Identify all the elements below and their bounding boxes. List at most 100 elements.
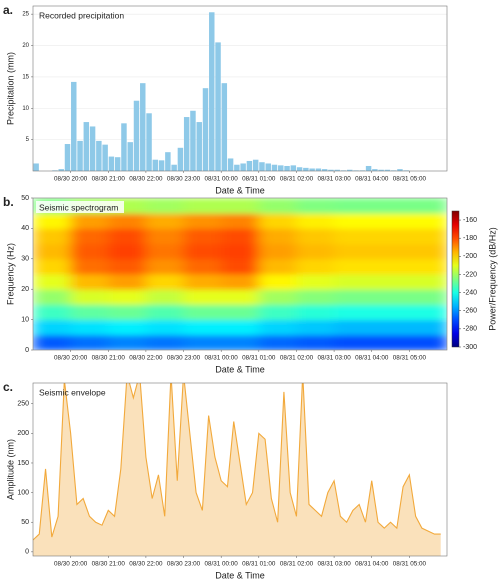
colorbar-tick-label: -240	[463, 289, 477, 296]
y-tick-label: 150	[17, 460, 29, 467]
x-tick-label: 08/31 00:00	[205, 355, 239, 362]
bar	[284, 165, 290, 171]
heat-cell	[108, 213, 147, 229]
heat-cell	[258, 213, 297, 229]
heat-cell	[409, 243, 447, 260]
x-axis-label: Date & Time	[215, 185, 265, 195]
heat-cell	[221, 213, 260, 229]
colorbar-tick-label: -280	[463, 326, 477, 333]
heat-cell	[296, 228, 335, 245]
bar	[133, 100, 140, 171]
bar	[58, 169, 64, 171]
x-tick-label: 08/30 23:00	[167, 355, 201, 362]
heat-cell	[409, 274, 447, 290]
bar	[378, 169, 384, 171]
heat-cell	[296, 213, 335, 229]
bar	[127, 142, 133, 171]
heat-cell	[108, 319, 147, 336]
bar	[384, 169, 391, 171]
heat-cell	[183, 258, 222, 275]
heat-cell	[409, 228, 447, 245]
bar	[234, 164, 240, 171]
x-tick-label: 08/31 03:00	[317, 561, 351, 568]
bar	[259, 162, 265, 171]
heat-cell	[371, 198, 410, 214]
heat-cell	[258, 258, 297, 275]
heat-cell	[33, 289, 72, 305]
bar	[328, 169, 334, 171]
heat-cell	[33, 228, 72, 245]
panel-title: Recorded precipitation	[39, 10, 124, 20]
panel-label: a.	[3, 3, 13, 17]
x-tick-label: 08/30 22:00	[129, 561, 163, 568]
x-axis-label: Date & Time	[215, 364, 265, 374]
heat-cell	[221, 243, 260, 260]
bar	[359, 170, 366, 171]
heat-cell	[108, 289, 147, 305]
heat-cell	[33, 319, 72, 336]
heat-cell	[70, 274, 109, 290]
panel-title: Seismic spectrogram	[39, 202, 118, 212]
bar	[227, 158, 234, 171]
bar	[215, 42, 221, 171]
envelope-line	[33, 383, 441, 541]
heat-cell	[221, 258, 260, 275]
heat-cell	[70, 258, 109, 275]
heat-cell	[70, 319, 109, 336]
heat-cell	[334, 274, 373, 290]
bar	[397, 169, 403, 171]
x-tick-label: 08/31 04:00	[355, 176, 389, 183]
y-tick-label: 30	[21, 256, 29, 263]
bar	[340, 170, 347, 171]
heat-cell	[221, 289, 260, 305]
heat-cell	[258, 274, 297, 290]
y-tick-label: 200	[17, 430, 29, 437]
heat-cell	[296, 198, 335, 214]
x-tick-label: 08/30 23:00	[167, 176, 201, 183]
bar	[177, 147, 184, 171]
heat-cell	[334, 289, 373, 305]
heat-cell	[145, 304, 185, 321]
y-tick-label: 0	[25, 549, 29, 556]
bar	[365, 165, 372, 171]
bar	[114, 157, 121, 171]
heat-cell	[371, 319, 410, 336]
heat-cell	[33, 274, 72, 290]
heat-cell	[258, 198, 297, 214]
bar	[183, 117, 190, 171]
x-tick-label: 08/31 04:00	[355, 355, 389, 362]
x-tick-label: 08/31 05:00	[393, 561, 427, 568]
heat-cell	[258, 334, 297, 350]
bar	[83, 122, 90, 171]
bar	[71, 81, 77, 171]
panel-label: c.	[3, 380, 13, 394]
bar	[202, 88, 209, 171]
bar	[96, 140, 102, 171]
heat-cell	[334, 213, 373, 229]
heat-cell	[70, 228, 109, 245]
heat-cell	[221, 228, 260, 245]
bar	[64, 144, 71, 171]
heat-cell	[145, 319, 185, 336]
bar	[252, 159, 259, 171]
heat-cell	[70, 213, 109, 229]
bar	[196, 122, 202, 171]
heat-cell	[108, 334, 147, 350]
x-tick-label: 08/30 20:00	[54, 561, 88, 568]
heat-cell	[334, 334, 373, 350]
bar	[165, 152, 171, 171]
heat-cell	[221, 319, 260, 336]
x-tick-label: 08/30 21:00	[92, 561, 126, 568]
heat-cell	[371, 243, 410, 260]
bar	[271, 164, 278, 171]
bar	[278, 165, 284, 171]
y-tick-label: 10	[21, 316, 29, 323]
heat-cell	[371, 258, 410, 275]
heat-cell	[221, 334, 260, 350]
heat-cell	[409, 198, 447, 214]
bar	[121, 123, 127, 171]
heat-cell	[145, 198, 185, 214]
bar	[347, 169, 353, 171]
heat-cell	[221, 274, 260, 290]
